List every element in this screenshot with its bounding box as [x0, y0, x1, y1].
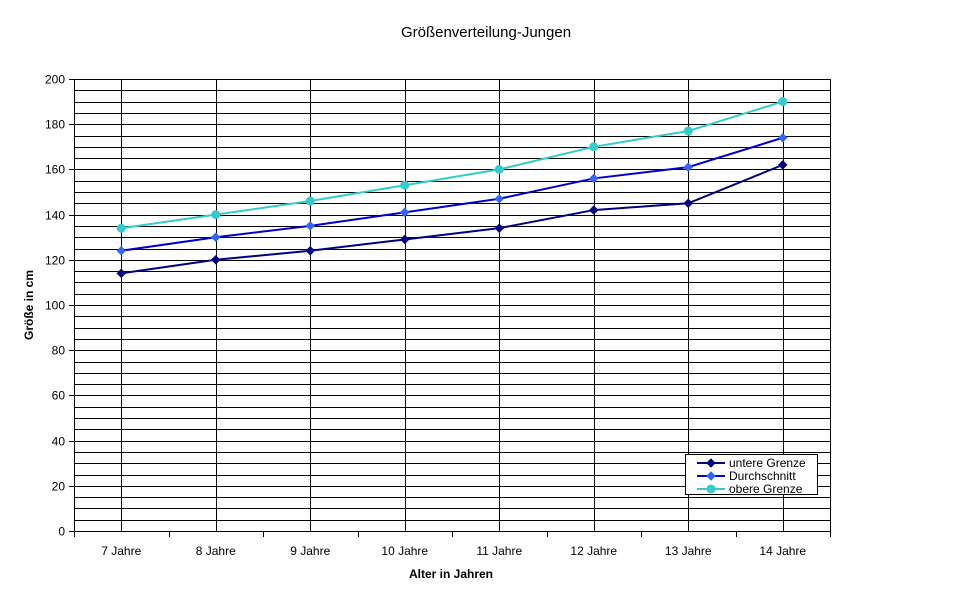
x-tick-label: 8 Jahre: [196, 544, 236, 558]
grid-lines: [74, 79, 831, 532]
x-tick-label: 12 Jahre: [570, 544, 617, 558]
data-point: [116, 223, 126, 233]
data-point: [210, 232, 221, 243]
y-tick-label: 100: [45, 299, 65, 313]
series-3: [116, 97, 788, 233]
y-tick-label: 40: [52, 435, 66, 449]
legend-item: Durchschnitt: [697, 469, 796, 483]
data-point: [399, 234, 410, 245]
series-lines: [116, 97, 788, 279]
data-point: [116, 245, 127, 256]
data-point: [494, 193, 505, 204]
series-line: [121, 163, 784, 275]
legend-marker: [706, 484, 716, 494]
y-tick-label: 60: [52, 389, 66, 403]
legend-item: obere Grenze: [697, 482, 803, 496]
data-point: [305, 196, 315, 206]
series-line: [121, 100, 784, 230]
data-point: [588, 173, 599, 184]
y-axis-title: Größe in cm: [22, 270, 36, 340]
x-tick-label: 13 Jahre: [665, 544, 712, 558]
x-tick-label: 10 Jahre: [381, 544, 428, 558]
data-point: [494, 164, 504, 174]
y-tick-label: 180: [45, 118, 65, 132]
x-tick-labels: 7 Jahre 8 Jahre 9 Jahre 10 Jahre 11 Jahre 12 …: [101, 544, 806, 558]
legend-marker: [706, 458, 716, 468]
data-point: [400, 180, 410, 190]
chart-title: Größenverteilung-Jungen: [401, 24, 571, 41]
x-tick-label: 9 Jahre: [290, 544, 330, 558]
legend-marker: [706, 471, 716, 481]
legend-label: obere Grenze: [729, 482, 803, 496]
y-tick-label: 200: [45, 73, 65, 87]
data-point: [683, 126, 693, 136]
data-point: [305, 221, 316, 231]
data-point: [589, 142, 599, 152]
data-point: [683, 198, 694, 209]
data-point: [777, 160, 788, 170]
data-point: [588, 205, 599, 215]
data-point: [494, 223, 505, 234]
legend-label: untere Grenze: [729, 456, 806, 470]
y-tick-label: 120: [45, 254, 65, 268]
axes: [69, 79, 831, 537]
series-2: [116, 132, 788, 256]
data-point: [399, 207, 410, 218]
data-point: [305, 245, 316, 256]
legend-label: Durchschnitt: [729, 469, 796, 483]
x-tick-label: 11 Jahre: [476, 544, 522, 558]
x-tick-label: 14 Jahre: [759, 544, 806, 558]
y-tick-labels: 0 20 40 60 80 100 120 140 160 180 200: [45, 73, 65, 539]
y-tick-label: 140: [45, 209, 65, 223]
legend-item: untere Grenze: [697, 456, 806, 470]
series-1: [116, 160, 788, 279]
data-point: [777, 132, 788, 143]
series-line: [121, 136, 784, 252]
x-tick-label: 7 Jahre: [101, 544, 141, 558]
x-axis-title: Alter in Jahren: [409, 567, 493, 581]
data-point: [683, 162, 694, 172]
y-tick-label: 0: [58, 525, 65, 539]
data-point: [211, 210, 221, 220]
y-tick-label: 20: [52, 480, 66, 494]
data-point: [210, 254, 221, 265]
y-tick-label: 160: [45, 163, 65, 177]
y-tick-label: 80: [52, 344, 66, 358]
data-point: [778, 97, 788, 107]
data-point: [116, 268, 127, 279]
